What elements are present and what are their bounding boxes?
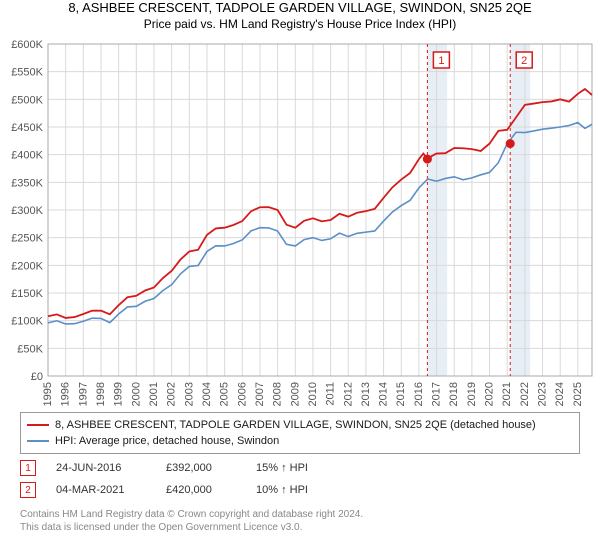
svg-text:2007: 2007 <box>254 382 266 406</box>
svg-text:1997: 1997 <box>77 382 89 406</box>
sale-price: £392,000 <box>166 462 256 474</box>
svg-text:2014: 2014 <box>378 382 390 406</box>
svg-text:1: 1 <box>438 55 444 67</box>
svg-text:2005: 2005 <box>219 382 231 406</box>
svg-text:£550K: £550K <box>11 67 43 79</box>
svg-text:2001: 2001 <box>148 382 160 406</box>
svg-text:£400K: £400K <box>11 150 43 162</box>
svg-text:2008: 2008 <box>272 382 284 406</box>
svg-text:2020: 2020 <box>484 382 496 406</box>
footnote-line: Contains HM Land Registry data © Crown c… <box>20 508 363 521</box>
svg-text:2009: 2009 <box>289 382 301 406</box>
sale-date: 04-MAR-2021 <box>56 484 166 496</box>
svg-text:2023: 2023 <box>537 382 549 406</box>
svg-text:2004: 2004 <box>201 382 213 406</box>
svg-text:2: 2 <box>521 55 527 67</box>
sale-row: 1 24-JUN-2016 £392,000 15% ↑ HPI <box>20 458 346 478</box>
svg-text:2025: 2025 <box>572 382 584 406</box>
footnote-line: This data is licensed under the Open Gov… <box>20 521 363 534</box>
svg-text:2017: 2017 <box>431 382 443 406</box>
svg-text:2002: 2002 <box>166 382 178 406</box>
svg-text:£300K: £300K <box>11 205 43 217</box>
svg-text:2013: 2013 <box>360 382 372 406</box>
svg-text:2015: 2015 <box>395 382 407 406</box>
svg-text:1999: 1999 <box>113 382 125 406</box>
svg-text:2018: 2018 <box>448 382 460 406</box>
svg-text:2006: 2006 <box>236 382 248 406</box>
legend-swatch <box>27 440 49 442</box>
svg-text:£200K: £200K <box>11 260 43 272</box>
svg-text:£600K: £600K <box>11 39 43 51</box>
svg-text:2019: 2019 <box>466 382 478 406</box>
svg-text:£500K: £500K <box>11 94 43 106</box>
svg-text:2022: 2022 <box>519 382 531 406</box>
svg-text:2012: 2012 <box>342 382 354 406</box>
sale-row: 2 04-MAR-2021 £420,000 10% ↑ HPI <box>20 480 346 500</box>
svg-text:£100K: £100K <box>11 316 43 328</box>
svg-text:£50K: £50K <box>17 343 43 355</box>
svg-text:1998: 1998 <box>95 382 107 406</box>
legend-item: HPI: Average price, detached house, Swin… <box>27 433 573 449</box>
svg-text:£150K: £150K <box>11 288 43 300</box>
footnote: Contains HM Land Registry data © Crown c… <box>20 508 363 534</box>
svg-text:£350K: £350K <box>11 177 43 189</box>
svg-text:£450K: £450K <box>11 122 43 134</box>
svg-text:£0: £0 <box>31 371 43 383</box>
svg-text:2021: 2021 <box>501 382 513 406</box>
svg-text:1995: 1995 <box>42 382 54 406</box>
sale-diff: 10% ↑ HPI <box>256 484 346 496</box>
legend-label: 8, ASHBEE CRESCENT, TADPOLE GARDEN VILLA… <box>55 419 536 431</box>
chart-legend: 8, ASHBEE CRESCENT, TADPOLE GARDEN VILLA… <box>20 412 580 454</box>
sale-marker: 1 <box>20 460 36 476</box>
sale-diff: 15% ↑ HPI <box>256 462 346 474</box>
svg-text:£250K: £250K <box>11 233 43 245</box>
svg-text:2003: 2003 <box>183 382 195 406</box>
svg-text:2000: 2000 <box>130 382 142 406</box>
legend-label: HPI: Average price, detached house, Swin… <box>55 435 279 447</box>
svg-text:2016: 2016 <box>413 382 425 406</box>
svg-text:1996: 1996 <box>60 382 72 406</box>
svg-text:2024: 2024 <box>554 382 566 406</box>
svg-text:2010: 2010 <box>307 382 319 406</box>
sale-date: 24-JUN-2016 <box>56 462 166 474</box>
legend-item: 8, ASHBEE CRESCENT, TADPOLE GARDEN VILLA… <box>27 417 573 433</box>
sale-price: £420,000 <box>166 484 256 496</box>
sales-table: 1 24-JUN-2016 £392,000 15% ↑ HPI 2 04-MA… <box>20 458 346 502</box>
sale-marker: 2 <box>20 482 36 498</box>
legend-swatch <box>27 424 49 426</box>
svg-text:2011: 2011 <box>325 382 337 406</box>
